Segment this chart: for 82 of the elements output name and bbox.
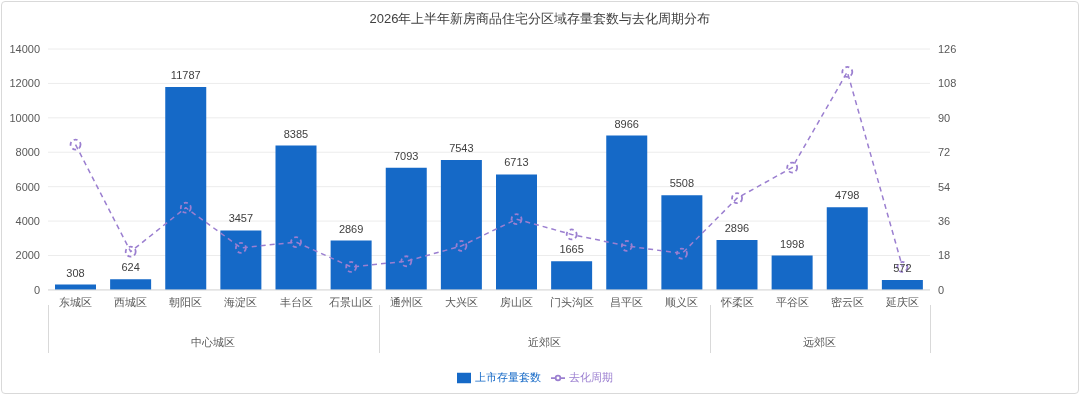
y-tick-label: 12000 xyxy=(9,77,40,90)
point xyxy=(841,66,854,78)
text: 远郊区 xyxy=(802,335,838,350)
x-tick-label: 海淀区 xyxy=(224,295,258,308)
point xyxy=(455,240,468,252)
data-label: 624 xyxy=(121,261,140,274)
y2-tick-label: 54 xyxy=(938,180,951,193)
point xyxy=(290,236,302,249)
x-tick-label: 门头沟区 xyxy=(549,295,594,308)
point xyxy=(731,192,743,205)
y-tick-label: 10000 xyxy=(9,111,40,124)
x-tick-label: 东城区 xyxy=(59,295,93,308)
y2-tick-label: 18 xyxy=(938,249,951,262)
data-label: 3457 xyxy=(228,212,254,225)
data-label: 5508 xyxy=(669,177,695,190)
bar xyxy=(606,135,648,290)
x-tick-label: 朝阳区 xyxy=(169,295,203,308)
y2-tick-label: 126 xyxy=(938,42,957,55)
text: 近郊区 xyxy=(526,335,562,350)
x-tick-label: 怀柔区 xyxy=(719,295,754,308)
data-label: 4798 xyxy=(835,189,860,202)
bar xyxy=(551,261,593,290)
bar xyxy=(716,240,758,290)
data-label: 1998 xyxy=(779,237,805,250)
bar xyxy=(220,230,262,290)
y-tick-label: 14000 xyxy=(9,42,40,55)
point xyxy=(124,245,137,258)
data-label: 11787 xyxy=(170,69,201,82)
x-tick-label: 通州区 xyxy=(389,295,423,308)
data-label: 8966 xyxy=(614,117,639,130)
point xyxy=(565,228,578,241)
x-tick-label: 丰台区 xyxy=(279,295,313,308)
bar xyxy=(385,167,427,290)
y2-tick-label: 108 xyxy=(938,77,957,90)
y-tick-label: 8000 xyxy=(15,146,40,159)
data-label: 8385 xyxy=(283,127,309,140)
y-tick-label: 6000 xyxy=(15,180,40,193)
x-tick-label: 昌平区 xyxy=(610,295,644,308)
x-tick-label: 密云区 xyxy=(830,295,864,308)
y2-tick-label: 72 xyxy=(938,146,951,159)
bar xyxy=(165,87,207,290)
bar xyxy=(826,207,868,290)
point xyxy=(620,240,633,252)
data-label: 7543 xyxy=(449,142,474,155)
data-label: 1665 xyxy=(559,243,584,256)
data-label: 2896 xyxy=(724,222,750,235)
point xyxy=(510,213,523,226)
x-tick-label: 石景山区 xyxy=(329,295,374,308)
text: 中心城区 xyxy=(190,335,237,350)
x-tick-label: 西城区 xyxy=(114,295,148,308)
bar xyxy=(330,240,372,290)
y-tick-label: 2000 xyxy=(15,249,40,262)
point xyxy=(235,241,247,254)
y2-tick-label: 90 xyxy=(938,111,951,124)
chart-title: 2026年上半年新房商品住宅分区域存量套数与去化周期分布 xyxy=(368,10,712,28)
y2-tick-label: 0 xyxy=(938,283,945,296)
point xyxy=(69,138,82,151)
data-label: 7093 xyxy=(394,149,419,162)
point xyxy=(676,247,688,260)
bar xyxy=(275,145,317,290)
point xyxy=(786,161,799,174)
legend-label: 去化周期 xyxy=(569,370,613,383)
bar xyxy=(771,255,813,290)
x-tick-label: 延庆区 xyxy=(884,295,919,308)
data-label: 6713 xyxy=(504,156,529,169)
bar xyxy=(881,280,923,290)
bar xyxy=(496,174,537,290)
x-tick-label: 顺义区 xyxy=(665,295,699,308)
point xyxy=(400,255,413,268)
legend-label: 上市存量套数 xyxy=(475,370,541,383)
bar xyxy=(110,279,152,290)
x-tick-label: 大兴区 xyxy=(444,295,478,308)
bar xyxy=(661,195,703,290)
data-label: 2869 xyxy=(338,222,364,235)
y2-tick-label: 36 xyxy=(938,214,951,227)
y-tick-label: 0 xyxy=(33,283,40,296)
bar xyxy=(440,160,482,290)
x-tick-label: 房山区 xyxy=(500,295,534,308)
data-label: 308 xyxy=(66,266,85,279)
point xyxy=(179,201,192,214)
y-tick-label: 4000 xyxy=(15,214,40,227)
x-tick-label: 平谷区 xyxy=(775,295,809,308)
